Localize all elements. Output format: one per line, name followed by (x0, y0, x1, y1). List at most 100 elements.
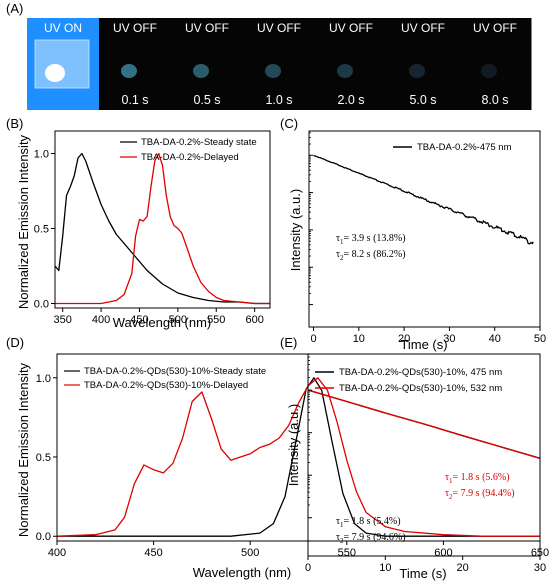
chart-b-xtick-label-1: 400 (92, 314, 110, 326)
chart-b-ylabel: Normalized Emission Intensity (16, 134, 31, 309)
uv-off-frame (171, 18, 244, 110)
afterglow-spot (481, 64, 497, 78)
chart-b-ytick-label-1: 0.5 (34, 224, 49, 236)
chart-d-legend: TBA-DA-0.2%-QDs(530)-10%-Steady state TB… (64, 366, 266, 391)
uv-state-label: UV OFF (257, 21, 301, 35)
afterglow-spot (121, 64, 137, 78)
tau2-c: τ2= 8.2 s (86.2%) (336, 249, 406, 262)
uv-state-label: UV ON (44, 21, 82, 35)
chart-d-series-1 (56, 377, 540, 537)
tau2-e-black-sub: 2 (340, 537, 344, 545)
legend-e-label-475: TBA-DA-0.2%-QDs(530)-10%, 475 nm (339, 367, 502, 378)
chart-b-xlabel: Wavelength (nm) (113, 315, 212, 330)
chart-c-xtick-label-3: 30 (443, 333, 455, 345)
chart-b-ytick-label-2: 1.0 (34, 149, 49, 161)
chart-b-xtick-label-3: 500 (169, 314, 187, 326)
panel-a-label: (A) (6, 1, 23, 16)
tau2-e-red: τ2= 7.9 s (94.4%) (445, 488, 515, 501)
chart-d-ytick-label-2: 1.0 (36, 373, 51, 385)
chart-b-ytick-label-0: 0.0 (34, 299, 49, 311)
chart-e-xtick-label-0: 0 (305, 562, 311, 574)
glass-slide (34, 39, 90, 89)
chart-c-xtick-label-2: 20 (398, 333, 410, 345)
chart-c: 0 10 20 30 40 50 (308, 130, 546, 345)
panel-c-label: (C) (280, 116, 298, 131)
chart-b-xtick-label-5: 600 (245, 314, 263, 326)
chart-c-series-0 (313, 154, 534, 245)
chart-d-ytick-label-0: 0.0 (36, 531, 51, 543)
time-label: 1.0 s (265, 93, 292, 107)
sample-spot (45, 64, 65, 82)
chart-b-legend: TBA-DA-0.2%-Steady state TBA-DA-0.2%-Del… (120, 137, 257, 163)
chart-b-plot-frame (54, 130, 271, 309)
chart-d-xtick-label-1: 450 (144, 547, 162, 559)
chart-d-ylabel: Normalized Emission Intensity (16, 362, 31, 537)
chart-b-series-1 (55, 152, 270, 305)
chart-e-series-1 (307, 389, 541, 459)
chart-b: 350 400 450 500 550 600 0.0 0.5 1.0 (34, 130, 271, 326)
chart-d-ytick-label-1: 0.5 (36, 452, 51, 464)
chart-c-legend: TBA-DA-0.2%-475 nm (393, 142, 512, 153)
chart-b-xtick-label-4: 550 (207, 314, 225, 326)
time-label: 5.0 s (409, 93, 436, 107)
legend-b-label-delayed: TBA-DA-0.2%-Delayed (141, 152, 239, 163)
uv-state-label: UV OFF (473, 21, 517, 35)
chart-c-xtick-label-1: 10 (353, 333, 365, 345)
afterglow-spot (337, 64, 353, 78)
chart-e-xlabel: Time (s) (399, 566, 446, 581)
chart-d-xtick-label-0: 400 (48, 547, 66, 559)
uv-state-label: UV OFF (329, 21, 373, 35)
tau2-c-sub: 2 (340, 254, 344, 262)
chart-e-legend: TBA-DA-0.2%-QDs(530)-10%, 475 nm TBA-DA-… (315, 367, 502, 394)
panel-d-label: (D) (6, 335, 24, 350)
chart-c-xtick-label-4: 40 (489, 333, 501, 345)
tau1-e-black-sym: τ (336, 516, 340, 527)
tau1-c-sub: 1 (340, 238, 344, 246)
time-label: 0.5 s (193, 93, 220, 107)
chart-c-xtick-label-0: 0 (310, 333, 316, 345)
chart-c-xtick-label-5: 50 (534, 333, 546, 345)
tau1-e-red-text: = 1.8 s (5.6%) (453, 472, 510, 483)
uv-off-frame (387, 18, 460, 110)
chart-e-xtick-label-2: 20 (457, 562, 469, 574)
chart-b-xtick-label-2: 450 (130, 314, 148, 326)
panel-e-label: (E) (280, 335, 297, 350)
uv-state-label: UV OFF (401, 21, 445, 35)
tau2-e-black-sym: τ (336, 532, 340, 543)
chart-d-xtick-label-3: 550 (338, 547, 356, 559)
chart-e-xtick-label-3: 30 (534, 562, 546, 574)
photo-strip: UV ON UV OFF 0.1 s UV OFF 0.5 s UV OFF 1.0 s UV… (27, 18, 532, 110)
tau2-c-sym: τ (336, 249, 340, 260)
tau1-e-black: τ1= 1.8 s (5.4%) (336, 516, 401, 529)
uv-state-label: UV OFF (185, 21, 229, 35)
chart-d-series-0 (57, 377, 540, 537)
uv-off-frame (99, 18, 172, 110)
tau1-e-red: τ1= 1.8 s (5.6%) (445, 472, 510, 485)
afterglow-spot (265, 64, 281, 78)
chart-b-series-0 (54, 152, 270, 305)
tau2-e-black: τ2= 7.9 s (94.6%) (336, 532, 406, 545)
time-label: 8.0 s (481, 93, 508, 107)
chart-c-plot-frame (308, 130, 541, 328)
legend-b-label-steady: TBA-DA-0.2%-Steady state (141, 137, 257, 148)
afterglow-spot (193, 64, 209, 78)
chart-d-xlabel: Wavelength (nm) (193, 565, 292, 580)
chart-c-ylabel: Intensity (a.u.) (288, 189, 303, 271)
time-label: 0.1 s (121, 93, 148, 107)
uv-off-frame (243, 18, 316, 110)
tau1-e-black-sub: 1 (340, 521, 344, 529)
chart-d-xtick-label-4: 600 (434, 547, 452, 559)
tau1-c-text: = 3.9 s (13.8%) (344, 233, 406, 244)
chart-d-xtick-label-2: 500 (241, 547, 259, 559)
tau2-e-black-text: = 7.9 s (94.6%) (344, 532, 406, 543)
uv-state-label: UV OFF (113, 21, 157, 35)
chart-e-ylabel: Intensity (a.u.) (286, 404, 301, 486)
tau1-e-black-text: = 1.8 s (5.4%) (344, 516, 401, 527)
afterglow-spot (409, 64, 425, 78)
uv-off-frame (459, 18, 532, 110)
chart-b-xtick-label-0: 350 (53, 314, 71, 326)
panel-b-label: (B) (6, 116, 23, 131)
tau1-e-red-sub: 1 (449, 477, 453, 485)
chart-e: 0 10 20 30 (305, 353, 546, 574)
